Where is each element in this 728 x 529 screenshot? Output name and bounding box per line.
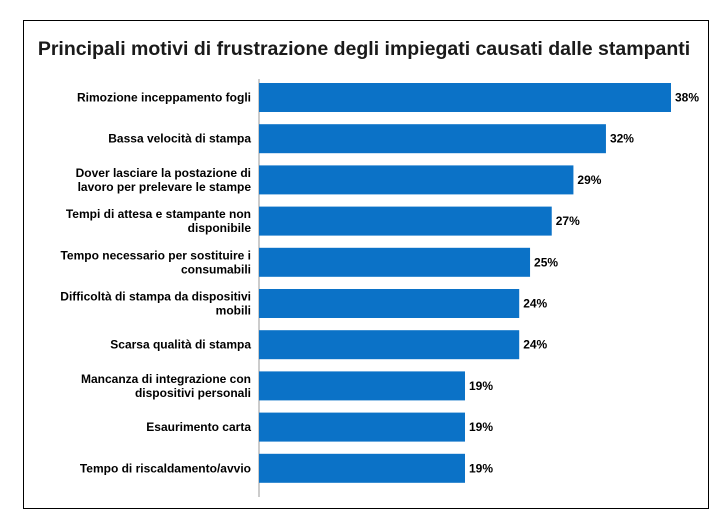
bar	[259, 453, 465, 483]
data-label: 29%	[577, 173, 601, 187]
data-label: 19%	[469, 420, 493, 434]
category-label: dispositivi personali	[135, 386, 251, 400]
data-label: 25%	[534, 255, 558, 269]
bar	[259, 330, 520, 360]
data-label: 19%	[469, 461, 493, 475]
data-label: 32%	[610, 132, 634, 146]
category-label: Dover lasciare la postazione di	[76, 166, 251, 180]
category-label: Rimozione inceppamento fogli	[77, 91, 251, 105]
data-label: 24%	[523, 338, 547, 352]
category-label: lavoro per prelevare le stampe	[78, 180, 252, 194]
category-label: Tempi di attesa e stampante non	[66, 207, 251, 221]
bar	[259, 165, 574, 195]
data-label: 24%	[523, 297, 547, 311]
bar	[259, 412, 465, 442]
category-label: Tempo necessario per sostituire i	[60, 248, 251, 262]
data-label: 27%	[556, 214, 580, 228]
category-label: Bassa velocità di stampa	[108, 132, 251, 146]
category-label: consumabili	[181, 262, 251, 276]
category-label: Tempo di riscaldamento/avvio	[80, 461, 251, 475]
category-label: mobili	[216, 304, 251, 318]
category-label: Difficoltà di stampa da dispositivi	[60, 290, 251, 304]
category-label: Esaurimento carta	[146, 420, 251, 434]
category-label: Scarsa qualità di stampa	[110, 338, 251, 352]
chart-title: Principali motivi di frustrazione degli …	[37, 38, 691, 60]
bar	[259, 289, 520, 318]
data-label: 19%	[469, 379, 493, 393]
data-label: 38%	[675, 91, 699, 105]
bar	[259, 206, 552, 236]
category-label: disponibile	[188, 221, 252, 235]
bar	[259, 83, 671, 112]
bar	[259, 124, 606, 154]
bar	[259, 247, 531, 277]
bar	[259, 371, 465, 401]
category-label: Mancanza di integrazione con	[81, 372, 251, 386]
